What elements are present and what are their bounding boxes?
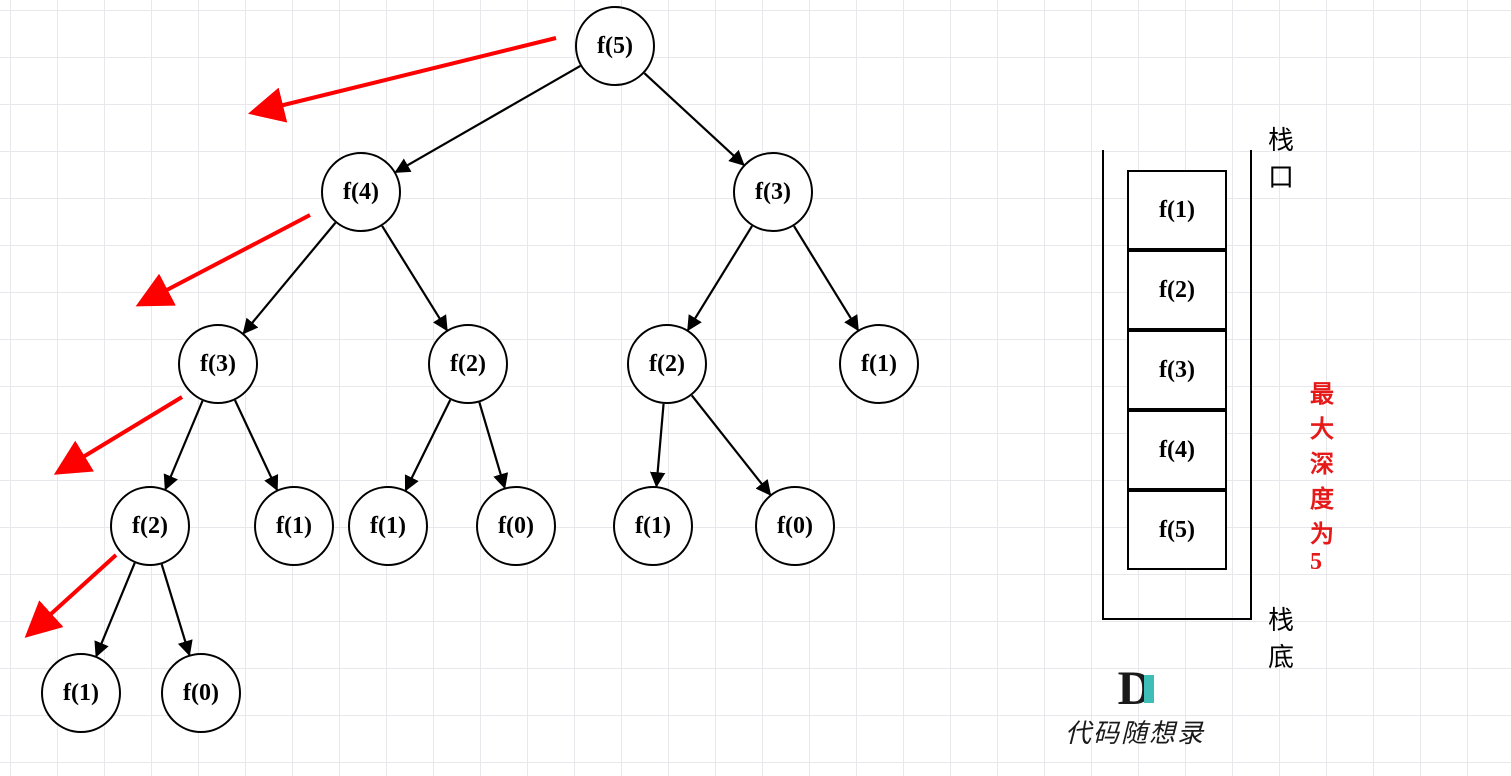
tree-node: f(1)	[613, 486, 693, 566]
tree-edge	[656, 404, 663, 486]
stack-top-label: 栈口	[1268, 120, 1294, 194]
red-depth-arrow	[30, 555, 116, 633]
stack-cell: f(1)	[1127, 170, 1227, 250]
tree-edge	[692, 395, 770, 494]
stack-cell: f(3)	[1127, 330, 1227, 410]
tree-edge	[235, 400, 277, 490]
tree-node: f(5)	[575, 6, 655, 86]
tree-edge	[406, 400, 451, 490]
tree-node: f(0)	[476, 486, 556, 566]
brand-logo: D 代码随想录	[1065, 665, 1205, 750]
stack-cell: f(5)	[1127, 490, 1227, 570]
tree-edge	[688, 226, 752, 330]
max-depth-note: 最大深度为5	[1310, 374, 1334, 576]
tree-node: f(4)	[321, 152, 401, 232]
tree-node: f(3)	[178, 324, 258, 404]
tree-node: f(0)	[755, 486, 835, 566]
logo-text: 代码随想录	[1065, 719, 1205, 748]
tree-edge	[396, 66, 581, 172]
tree-node: f(1)	[348, 486, 428, 566]
tree-node: f(3)	[733, 152, 813, 232]
tree-node: f(1)	[839, 324, 919, 404]
tree-node: f(2)	[627, 324, 707, 404]
tree-edge	[644, 73, 743, 165]
tree-edge	[96, 563, 134, 656]
tree-node: f(1)	[41, 653, 121, 733]
tree-edge	[244, 223, 336, 333]
tree-node: f(0)	[161, 653, 241, 733]
tree-node: f(2)	[110, 486, 190, 566]
logo-d-icon: D	[1118, 665, 1153, 713]
tree-edge	[382, 226, 447, 330]
red-depth-arrow	[142, 215, 310, 303]
tree-edge	[479, 402, 504, 487]
red-depth-arrow	[60, 397, 182, 471]
tree-node: f(1)	[254, 486, 334, 566]
stack-cell: f(2)	[1127, 250, 1227, 330]
tree-edge	[165, 401, 202, 489]
tree-edge	[794, 226, 858, 330]
red-depth-arrow	[255, 38, 556, 112]
stack-bottom-label: 栈底	[1268, 600, 1294, 674]
stack-cell: f(4)	[1127, 410, 1227, 490]
tree-node: f(2)	[428, 324, 508, 404]
tree-edge	[162, 564, 190, 654]
